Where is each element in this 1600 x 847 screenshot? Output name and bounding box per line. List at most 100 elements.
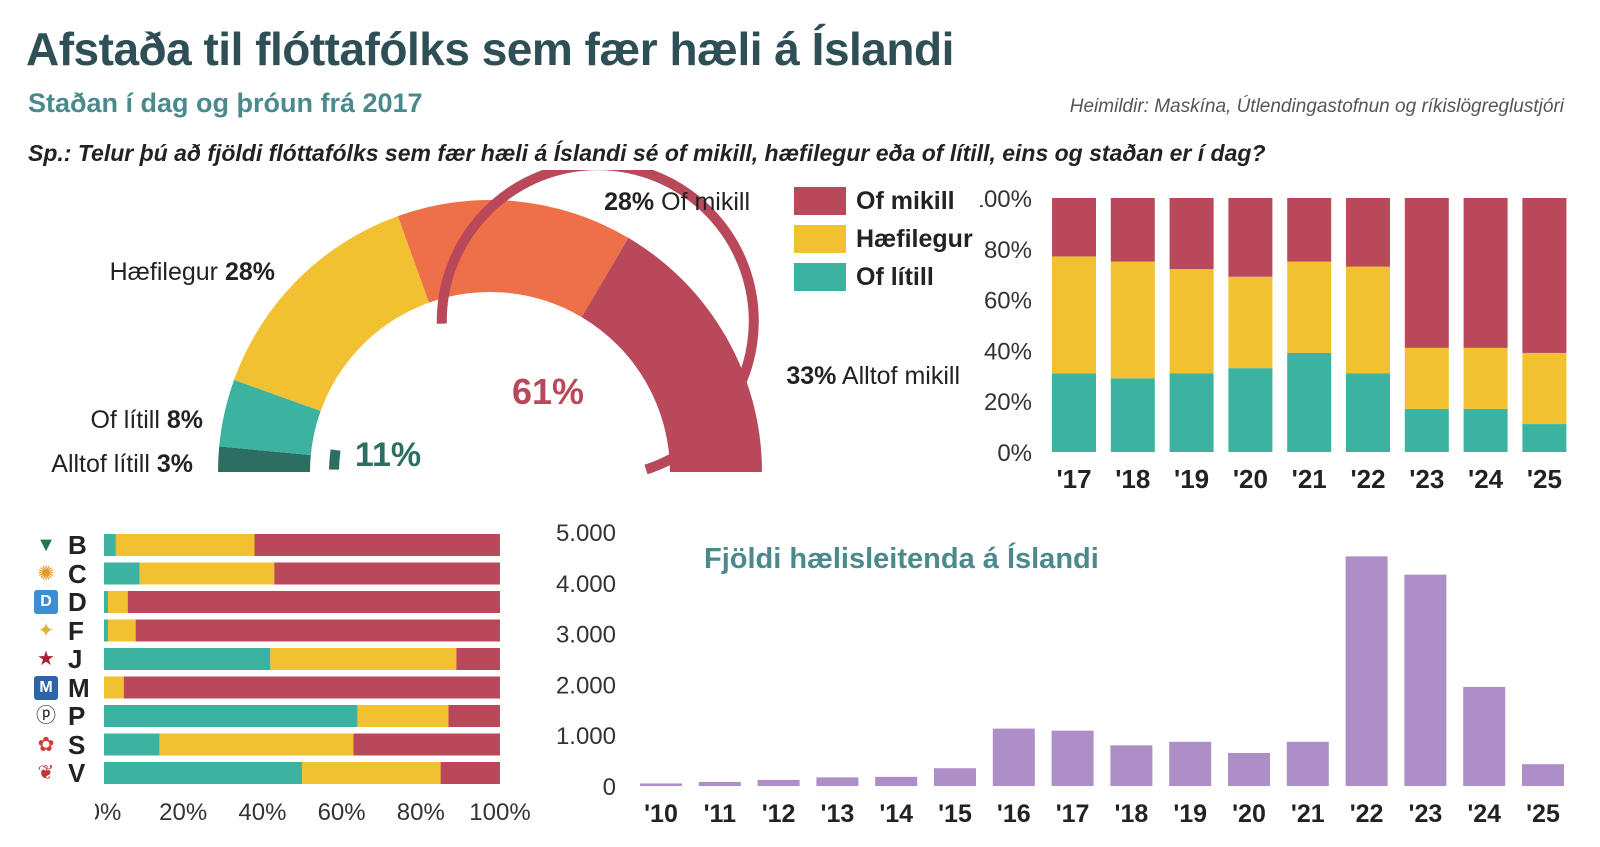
x-tick-label: '23 [1409, 464, 1444, 494]
party-row-label: ✦ F [34, 615, 94, 646]
trend-bar-segment [1287, 198, 1332, 262]
x-tick-label: '17 [1056, 464, 1091, 494]
trend-bar-segment [1228, 198, 1273, 277]
y-tick-label: 0 [603, 774, 616, 801]
party-bar-segment [104, 534, 116, 556]
source-note: Heimildir: Maskína, Útlendingastofnun og… [1069, 96, 1564, 117]
gauge-slice [234, 216, 430, 412]
y-tick-label: 1.000 [556, 723, 616, 750]
y-tick-label: 5.000 [556, 520, 616, 547]
trend-bar-segment [1052, 256, 1096, 374]
legend-item-of-litill: Of lítill [794, 258, 973, 296]
x-tick-label: '25 [1526, 800, 1560, 828]
party-bar-segment [107, 619, 136, 642]
party-bar-segment [448, 705, 500, 727]
trend-bar-segment [1228, 368, 1273, 452]
y-tick-label: 2.000 [556, 672, 616, 699]
party-bar-segment [270, 648, 457, 670]
trend-bar-segment [1110, 261, 1155, 379]
total-label-high: 61% [512, 371, 584, 412]
trend-bar-segment [1463, 347, 1508, 409]
legend-item-of-mikill: Of mikill [794, 182, 973, 220]
x-tick-label: '13 [821, 800, 855, 828]
x-tick-label: '20 [1232, 800, 1266, 828]
trend-bar-segment [1522, 198, 1567, 353]
legend-label: Of lítill [856, 262, 934, 291]
legend-item-haefilegur: Hæfilegur [794, 220, 973, 258]
party-bar-segment [107, 591, 128, 613]
party-bar-segment [104, 591, 108, 613]
p-circle-icon: ⓟ [36, 705, 56, 727]
party-letter: P [68, 701, 86, 731]
gauge-slice [397, 200, 629, 318]
asylum-bar [1228, 752, 1270, 786]
x-tick-label: '12 [762, 800, 796, 828]
page-title: Afstaða til flóttafólks sem fær hæli á Í… [26, 23, 954, 75]
x-tick-label: 60% [318, 799, 366, 826]
party-bar-segment [357, 705, 449, 727]
party-bar-segment [353, 733, 500, 756]
party-bar-segment [159, 733, 354, 756]
x-tick-label: '10 [644, 800, 678, 828]
gauge-slice [219, 379, 321, 456]
asylum-bar [1286, 741, 1329, 786]
party-bar-chart: 0% 20% 40% 60% 80% 100% [95, 534, 531, 826]
asylum-bar [1051, 730, 1094, 786]
y-tick-label: 100% [980, 186, 1032, 213]
asylum-bar [934, 768, 976, 786]
x-tick-label: '24 [1468, 464, 1504, 494]
x-tick-label: '18 [1115, 800, 1149, 828]
legend-swatch [794, 225, 846, 253]
legend-swatch [794, 187, 846, 215]
sun-icon: ✺ [37, 562, 55, 585]
x-tick-label: '14 [879, 800, 913, 828]
party-bar-segment [104, 762, 302, 784]
y-tick-label: 80% [984, 237, 1032, 264]
asylum-bar [640, 783, 682, 786]
party-bar-segment [302, 762, 441, 784]
x-tick-label: '20 [1233, 464, 1268, 494]
total-arc-low [329, 449, 341, 470]
trend-bar-segment [1346, 373, 1390, 452]
y-tick-label: 20% [984, 389, 1032, 416]
party-letter: F [68, 615, 84, 646]
trend-bar-segment [1404, 198, 1449, 348]
total-arc-high [436, 170, 759, 475]
x-tick-label: '22 [1350, 800, 1384, 828]
gauge-slice-label: Hæfilegur 28% [110, 258, 275, 286]
party-bar-segment [440, 762, 500, 784]
trend-bar-segment [1404, 347, 1449, 409]
x-tick-label: 20% [159, 799, 207, 826]
x-tick-label: '22 [1350, 464, 1385, 494]
asylum-bar [757, 779, 800, 786]
chart-title: Fjöldi hælisleitenda á Íslandi [704, 541, 1099, 575]
party-letter: S [68, 729, 86, 760]
trend-bar-segment [1110, 198, 1155, 262]
trend-bar-segment [1169, 269, 1214, 374]
party-row-label: ✿ S [34, 729, 94, 760]
asylum-bar [1463, 686, 1506, 786]
party-letter: B [68, 530, 87, 560]
total-label-low: 11% [355, 436, 421, 474]
trend-bar-segment [1522, 352, 1567, 425]
legend-swatch [794, 263, 846, 291]
x-tick-label: 40% [238, 799, 286, 826]
party-bar-segment [254, 534, 500, 556]
x-tick-label: '24 [1467, 800, 1501, 828]
trend-bar-segment [1463, 408, 1508, 452]
trend-stacked-chart: 0% 20% 40% 60% 80% 100% '17 '18 '19 '20 '21 '22 '23 '… [980, 186, 1567, 494]
y-tick-label: 60% [984, 288, 1032, 315]
rose-icon: ✿ [37, 733, 55, 756]
x-tick-label: 80% [397, 799, 445, 826]
x-tick-label: '18 [1115, 464, 1150, 494]
x-tick-label: 0% [95, 799, 121, 826]
trend-bar-segment [1346, 266, 1390, 374]
legend-label: Of mikill [856, 186, 955, 215]
asylum-bar [1169, 741, 1212, 786]
trend-bar-segment [1404, 408, 1449, 452]
party-row-label: ✺ C [34, 559, 94, 589]
trend-bar-segment [1228, 276, 1273, 369]
page-subtitle: Staðan í dag og þróun frá 2017 [28, 88, 423, 118]
